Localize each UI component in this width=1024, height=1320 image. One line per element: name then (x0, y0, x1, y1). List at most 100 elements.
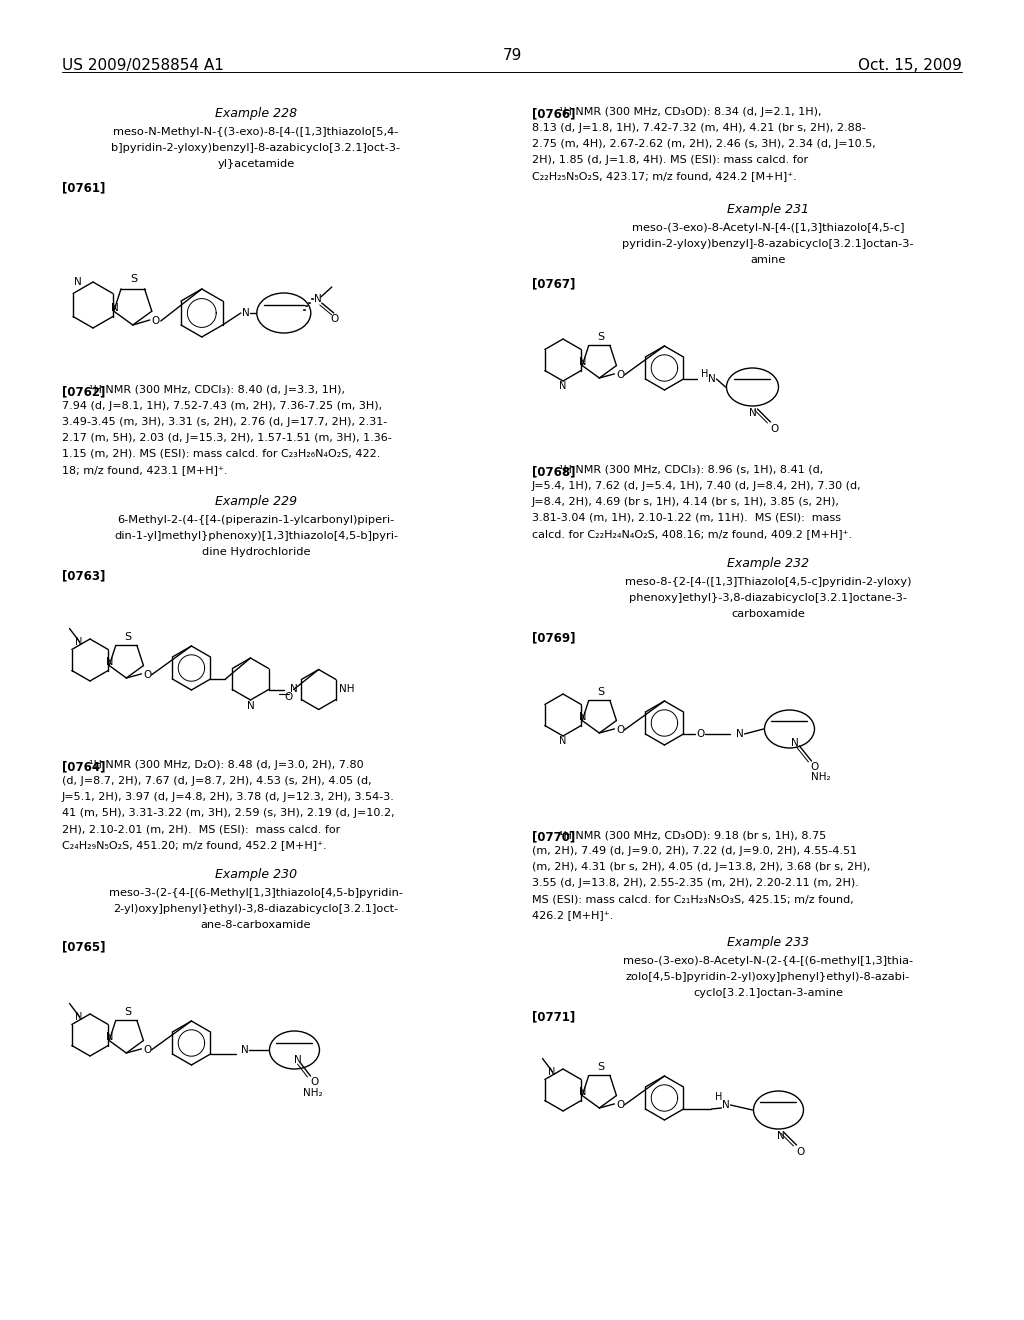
Text: 6-Methyl-2-(4-{[4-(piperazin-1-ylcarbonyl)piperi-: 6-Methyl-2-(4-{[4-(piperazin-1-ylcarbony… (118, 515, 394, 525)
Text: 3.55 (d, J=13.8, 2H), 2.55-2.35 (m, 2H), 2.20-2.11 (m, 2H).: 3.55 (d, J=13.8, 2H), 2.55-2.35 (m, 2H),… (532, 878, 859, 888)
Text: Example 232: Example 232 (727, 557, 809, 570)
Text: O: O (331, 314, 339, 323)
Text: 18; m/z found, 423.1 [M+H]⁺.: 18; m/z found, 423.1 [M+H]⁺. (62, 465, 227, 475)
Text: N: N (749, 408, 757, 418)
Text: [0762]: [0762] (62, 385, 105, 399)
Text: 79: 79 (503, 48, 521, 63)
Text: Example 231: Example 231 (727, 203, 809, 216)
Text: N: N (559, 381, 566, 391)
Text: [0770]: [0770] (532, 830, 575, 843)
Text: J=5.1, 2H), 3.97 (d, J=4.8, 2H), 3.78 (d, J=12.3, 2H), 3.54-3.: J=5.1, 2H), 3.97 (d, J=4.8, 2H), 3.78 (d… (62, 792, 395, 803)
Text: 2.17 (m, 5H), 2.03 (d, J=15.3, 2H), 1.57-1.51 (m, 3H), 1.36-: 2.17 (m, 5H), 2.03 (d, J=15.3, 2H), 1.57… (62, 433, 392, 444)
Text: [0767]: [0767] (532, 277, 575, 290)
Text: (d, J=8.7, 2H), 7.67 (d, J=8.7, 2H), 4.53 (s, 2H), 4.05 (d,: (d, J=8.7, 2H), 7.67 (d, J=8.7, 2H), 4.5… (62, 776, 372, 785)
Text: O: O (797, 1147, 805, 1158)
Text: meso-(3-exo)-8-Acetyl-N-[4-([1,3]thiazolo[4,5-c]: meso-(3-exo)-8-Acetyl-N-[4-([1,3]thiazol… (632, 223, 904, 234)
Text: O: O (616, 725, 625, 735)
Text: amine: amine (751, 255, 785, 265)
Text: [0763]: [0763] (62, 569, 105, 582)
Text: N: N (111, 304, 119, 313)
Text: C₂₂H₂₅N₅O₂S, 423.17; m/z found, 424.2 [M+H]⁺.: C₂₂H₂₅N₅O₂S, 423.17; m/z found, 424.2 [M… (532, 172, 797, 181)
Text: N: N (722, 1100, 729, 1110)
Text: meso-8-{2-[4-([1,3]Thiazolo[4,5-c]pyridin-2-yloxy): meso-8-{2-[4-([1,3]Thiazolo[4,5-c]pyridi… (625, 577, 911, 587)
Text: Example 230: Example 230 (215, 869, 297, 880)
Text: [0768]: [0768] (532, 465, 575, 478)
Text: H: H (700, 370, 709, 379)
Text: O: O (143, 1045, 152, 1055)
Text: b]pyridin-2-yloxy)benzyl]-8-azabicyclo[3.2.1]oct-3-: b]pyridin-2-yloxy)benzyl]-8-azabicyclo[3… (112, 143, 400, 153)
Text: N: N (580, 356, 587, 367)
Text: din-1-yl]methyl}phenoxy)[1,3]thiazolo[4,5-b]pyri-: din-1-yl]methyl}phenoxy)[1,3]thiazolo[4,… (114, 531, 398, 541)
Text: ¹H NMR (300 MHz, CDCl₃): 8.40 (d, J=3.3, 1H),: ¹H NMR (300 MHz, CDCl₃): 8.40 (d, J=3.3,… (89, 385, 345, 395)
Text: calcd. for C₂₂H₂₄N₄O₂S, 408.16; m/z found, 409.2 [M+H]⁺.: calcd. for C₂₂H₂₄N₄O₂S, 408.16; m/z foun… (532, 529, 852, 539)
Text: N: N (791, 738, 799, 748)
Text: S: S (124, 632, 131, 642)
Text: N: N (776, 1131, 784, 1140)
Text: S: S (597, 686, 604, 697)
Text: [0765]: [0765] (62, 940, 105, 953)
Text: pyridin-2-yloxy)benzyl]-8-azabicyclo[3.2.1]octan-3-: pyridin-2-yloxy)benzyl]-8-azabicyclo[3.2… (623, 239, 913, 249)
Text: cyclo[3.2.1]octan-3-amine: cyclo[3.2.1]octan-3-amine (693, 987, 843, 998)
Text: N: N (241, 1045, 249, 1055)
Text: N: N (559, 737, 566, 746)
Text: N: N (314, 294, 322, 304)
Text: yl}acetamide: yl}acetamide (217, 158, 295, 169)
Text: J=8.4, 2H), 4.69 (br s, 1H), 4.14 (br s, 1H), 3.85 (s, 2H),: J=8.4, 2H), 4.69 (br s, 1H), 4.14 (br s,… (532, 498, 840, 507)
Text: 7.94 (d, J=8.1, 1H), 7.52-7.43 (m, 2H), 7.36-7.25 (m, 3H),: 7.94 (d, J=8.1, 1H), 7.52-7.43 (m, 2H), … (62, 401, 382, 411)
Text: ¹H NMR (300 MHz, CDCl₃): 8.96 (s, 1H), 8.41 (d,: ¹H NMR (300 MHz, CDCl₃): 8.96 (s, 1H), 8… (559, 465, 823, 475)
Text: N: N (580, 1086, 587, 1097)
Text: N: N (106, 657, 114, 667)
Text: N: N (735, 729, 743, 739)
Text: N: N (242, 308, 250, 318)
Text: N: N (74, 277, 81, 286)
Text: 8.13 (d, J=1.8, 1H), 7.42-7.32 (m, 4H), 4.21 (br s, 2H), 2.88-: 8.13 (d, J=1.8, 1H), 7.42-7.32 (m, 4H), … (532, 123, 866, 133)
Text: carboxamide: carboxamide (731, 609, 805, 619)
Text: N: N (76, 636, 83, 647)
Text: N: N (549, 1067, 556, 1077)
Text: S: S (597, 1063, 604, 1072)
Text: N: N (708, 374, 716, 384)
Text: N: N (294, 1055, 301, 1065)
Text: O: O (696, 729, 705, 739)
Text: 3.49-3.45 (m, 3H), 3.31 (s, 2H), 2.76 (d, J=17.7, 2H), 2.31-: 3.49-3.45 (m, 3H), 3.31 (s, 2H), 2.76 (d… (62, 417, 387, 426)
Text: Example 233: Example 233 (727, 936, 809, 949)
Text: meso-3-(2-{4-[(6-Methyl[1,3]thiazolo[4,5-b]pyridin-: meso-3-(2-{4-[(6-Methyl[1,3]thiazolo[4,5… (109, 888, 403, 898)
Text: NH: NH (339, 685, 354, 694)
Text: 2-yl)oxy]phenyl}ethyl)-3,8-diazabicyclo[3.2.1]oct-: 2-yl)oxy]phenyl}ethyl)-3,8-diazabicyclo[… (114, 904, 398, 913)
Text: 2.75 (m, 4H), 2.67-2.62 (m, 2H), 2.46 (s, 3H), 2.34 (d, J=10.5,: 2.75 (m, 4H), 2.67-2.62 (m, 2H), 2.46 (s… (532, 139, 876, 149)
Text: S: S (130, 275, 137, 284)
Text: O: O (770, 424, 778, 434)
Text: 41 (m, 5H), 3.31-3.22 (m, 3H), 2.59 (s, 3H), 2.19 (d, J=10.2,: 41 (m, 5H), 3.31-3.22 (m, 3H), 2.59 (s, … (62, 808, 394, 818)
Text: MS (ESI): mass calcd. for C₂₁H₂₃N₅O₃S, 425.15; m/z found,: MS (ESI): mass calcd. for C₂₁H₂₃N₅O₃S, 4… (532, 894, 854, 904)
Text: O: O (143, 671, 152, 680)
Text: N: N (106, 1032, 114, 1041)
Text: O: O (152, 315, 160, 326)
Text: phenoxy]ethyl}-3,8-diazabicyclo[3.2.1]octane-3-: phenoxy]ethyl}-3,8-diazabicyclo[3.2.1]oc… (629, 593, 907, 603)
Text: (m, 2H), 4.31 (br s, 2H), 4.05 (d, J=13.8, 2H), 3.68 (br s, 2H),: (m, 2H), 4.31 (br s, 2H), 4.05 (d, J=13.… (532, 862, 870, 873)
Text: N: N (290, 685, 298, 694)
Text: 426.2 [M+H]⁺.: 426.2 [M+H]⁺. (532, 909, 613, 920)
Text: meso-N-Methyl-N-{(3-exo)-8-[4-([1,3]thiazolo[5,4-: meso-N-Methyl-N-{(3-exo)-8-[4-([1,3]thia… (114, 127, 398, 137)
Text: (m, 2H), 7.49 (d, J=9.0, 2H), 7.22 (d, J=9.0, 2H), 4.55-4.51: (m, 2H), 7.49 (d, J=9.0, 2H), 7.22 (d, J… (532, 846, 857, 855)
Text: O: O (285, 693, 293, 702)
Text: [0761]: [0761] (62, 181, 105, 194)
Text: dine Hydrochloride: dine Hydrochloride (202, 546, 310, 557)
Text: ¹H NMR (300 MHz, CD₃OD): 9.18 (br s, 1H), 8.75: ¹H NMR (300 MHz, CD₃OD): 9.18 (br s, 1H)… (559, 830, 826, 840)
Text: [0771]: [0771] (532, 1010, 575, 1023)
Text: O: O (616, 370, 625, 380)
Text: N: N (76, 1011, 83, 1022)
Text: Oct. 15, 2009: Oct. 15, 2009 (858, 58, 962, 73)
Text: [0766]: [0766] (532, 107, 575, 120)
Text: 3.81-3.04 (m, 1H), 2.10-1.22 (m, 11H).  MS (ESI):  mass: 3.81-3.04 (m, 1H), 2.10-1.22 (m, 11H). M… (532, 513, 841, 523)
Text: C₂₄H₂₉N₅O₂S, 451.20; m/z found, 452.2 [M+H]⁺.: C₂₄H₂₉N₅O₂S, 451.20; m/z found, 452.2 [M… (62, 840, 327, 850)
Text: 1.15 (m, 2H). MS (ESI): mass calcd. for C₂₃H₂₆N₄O₂S, 422.: 1.15 (m, 2H). MS (ESI): mass calcd. for … (62, 449, 380, 459)
Text: ¹H NMR (300 MHz, D₂O): 8.48 (d, J=3.0, 2H), 7.80: ¹H NMR (300 MHz, D₂O): 8.48 (d, J=3.0, 2… (89, 760, 364, 770)
Text: NH₂: NH₂ (811, 772, 831, 781)
Text: ¹H NMR (300 MHz, CD₃OD): 8.34 (d, J=2.1, 1H),: ¹H NMR (300 MHz, CD₃OD): 8.34 (d, J=2.1,… (559, 107, 821, 117)
Text: NH₂: NH₂ (303, 1088, 323, 1098)
Text: N: N (580, 711, 587, 722)
Text: meso-(3-exo)-8-Acetyl-N-(2-{4-[(6-methyl[1,3]thia-: meso-(3-exo)-8-Acetyl-N-(2-{4-[(6-methyl… (623, 956, 913, 966)
Text: O: O (310, 1077, 318, 1086)
Text: [0769]: [0769] (532, 631, 575, 644)
Text: O: O (810, 762, 818, 772)
